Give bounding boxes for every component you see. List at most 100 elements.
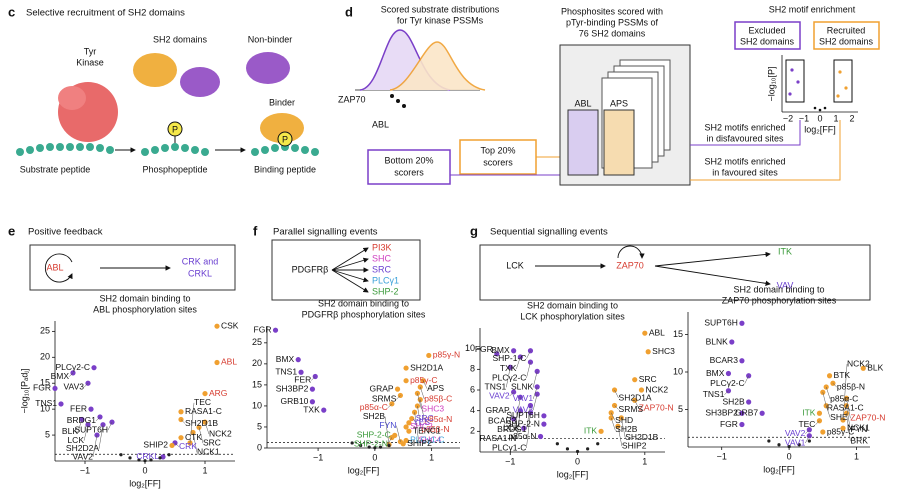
point [169,442,175,449]
point [394,386,401,392]
point-label: ARG [209,388,227,398]
point-label: SUPT6H [704,318,738,328]
leader-line [621,417,626,438]
phospho [167,121,183,137]
panel-title: Positive feedback [28,227,103,238]
panel-letter: f [253,223,258,238]
shape [823,106,827,110]
leader-line [825,405,831,418]
shape [836,94,840,98]
leader-line [384,416,390,445]
label: SH2 motifs enriched [704,156,785,166]
point [746,399,752,405]
leader-line [92,435,98,458]
label: ZAP70 [338,94,366,104]
point [638,387,645,393]
chart-title: LCK phosphorylation sites [520,311,625,321]
point [387,443,391,448]
tick-label: 0 [817,113,822,123]
point-label: SHC3 [652,346,675,356]
point-label: CTK [185,432,202,442]
point [826,373,833,379]
point-label: SH2D1B [185,418,218,428]
point [860,365,866,371]
y-tick-label: 5 [45,429,50,439]
leader-line [832,383,838,388]
panel-title: Sequential signalling events [490,227,608,238]
tick-label: 2 [849,113,854,123]
point-label: ITK [584,426,598,436]
node: ZAP70 [616,260,644,270]
point-label: VAV1 [785,437,806,447]
dot [396,99,400,103]
leader-line [198,427,204,444]
shape [291,144,299,152]
point-label: SHP-2-N [354,438,388,448]
point [534,391,540,397]
point-label: TXK [303,404,320,414]
diagram-box [479,244,871,301]
point-label: TNS1 [275,367,297,377]
box [459,139,537,175]
point-label: NCK1 [847,423,870,433]
shape [46,143,54,151]
x-tick-label: 1 [854,451,859,461]
point-label: SH2D2A [66,443,99,453]
point-label: BLK [867,363,883,373]
label: APS [610,98,628,108]
point [729,339,735,345]
point [521,425,527,431]
node: PI3K [372,242,392,252]
x-tick-label: −1 [313,452,323,462]
point [58,401,64,407]
point [807,439,811,443]
shape [844,86,848,90]
point [598,428,604,434]
leader-line [516,397,521,422]
point [541,421,547,427]
heatmap [603,109,635,176]
point-label: p85β-C [424,393,452,403]
leader-line [204,422,210,435]
distribution [389,41,486,91]
phospho-label: P [172,124,178,134]
panel-letter: g [470,223,478,238]
shape [56,143,64,151]
point-label: FGR [33,383,51,393]
point [406,428,412,434]
y-tick-label: 25 [40,326,50,336]
panel-letter: d [345,4,353,19]
leader-line [387,403,393,409]
shape [813,106,817,110]
node: CRK and [182,256,219,266]
point-label: TNS1 [703,389,725,399]
point-label: ABL [649,327,665,337]
arrow [654,251,771,267]
y-tick-label: 5 [257,421,262,431]
point-label: SHIP2 [143,440,168,450]
shape [76,143,84,151]
point-label: VAV2 [785,428,806,438]
panel-title: Parallel signalling events [273,227,378,238]
point [378,445,383,449]
point-label: TEC [798,419,815,429]
point [739,410,745,416]
point [739,320,745,326]
y-axis-label: −log₁₀[Pₐdⱼ] [19,369,29,414]
point [214,323,220,329]
point [406,420,412,426]
point [586,447,590,451]
point-label: ITK [802,408,816,418]
leader-line [805,435,810,444]
point [739,421,745,428]
leader-line [617,426,623,447]
point-label: BMX [491,345,510,355]
point [298,369,304,375]
x-tick-label: 0 [142,465,147,475]
point-label: p85α-C [360,402,388,412]
arrow [331,247,369,271]
arrow [654,265,771,286]
point-label: SHC3 [421,404,444,414]
leader-line [815,420,820,425]
point [400,441,406,447]
